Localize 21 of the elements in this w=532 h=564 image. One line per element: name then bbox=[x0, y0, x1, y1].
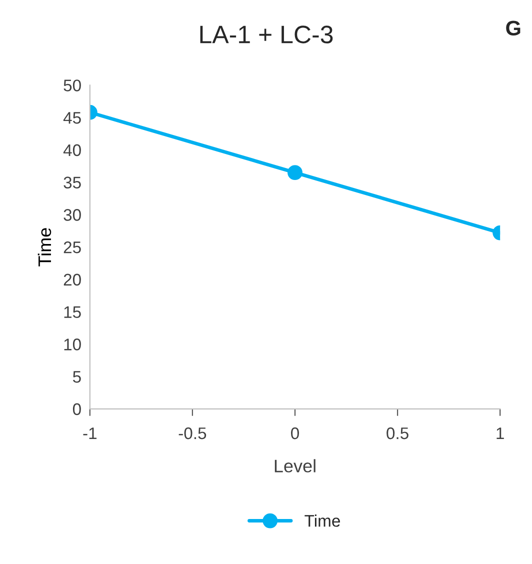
legend-label: Time bbox=[304, 514, 340, 527]
x-tick-label: 1 bbox=[496, 428, 504, 440]
chart-title: LA-1 + LC-3 bbox=[200, 26, 333, 44]
y-tick-label: 0 bbox=[72, 403, 81, 416]
x-tick-label: 0 bbox=[291, 427, 299, 440]
y-tick-label: 35 bbox=[64, 176, 81, 188]
y-axis-title: Time bbox=[38, 228, 52, 266]
y-tick-label: 10 bbox=[64, 338, 81, 350]
text: G bbox=[506, 20, 520, 36]
x-axis-title: Level bbox=[274, 459, 316, 472]
x-tick-label: -0.5 bbox=[178, 427, 206, 440]
x-tick-label: -1 bbox=[83, 428, 97, 440]
y-tick-label: 5 bbox=[72, 371, 81, 383]
y-tick-label: 30 bbox=[64, 209, 81, 221]
y-tick-label: 50 bbox=[64, 80, 81, 92]
y-tick-label: 25 bbox=[64, 241, 81, 254]
y-tick-label: 40 bbox=[63, 144, 81, 156]
x-tick-label: 0.5 bbox=[386, 427, 408, 440]
y-tick-label: 45 bbox=[63, 112, 81, 124]
y-tick-label: 20 bbox=[64, 274, 81, 286]
y-tick-label: 15 bbox=[64, 306, 81, 318]
